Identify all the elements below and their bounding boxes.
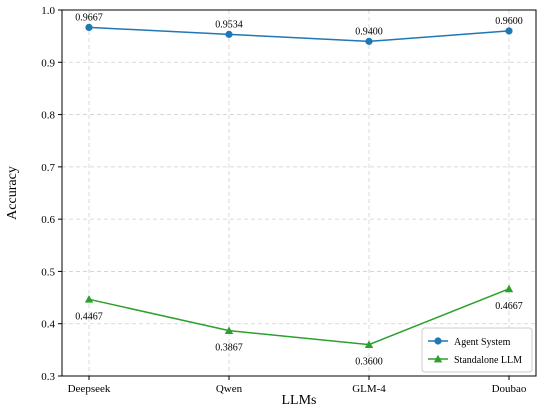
agent-system-data-label: 0.9667 — [75, 12, 103, 23]
legend-box — [421, 327, 533, 373]
agent-system-data-label: 0.9534 — [215, 19, 243, 30]
x-axis-title: LLMs — [282, 393, 317, 408]
x-tick-label: Qwen — [216, 383, 243, 395]
x-tick-label: GLM-4 — [352, 383, 386, 395]
y-tick-label: 1.0 — [41, 5, 55, 17]
standalone-llm-data-label: 0.3600 — [355, 357, 383, 368]
standalone-llm-data-label: 0.4667 — [495, 301, 523, 312]
y-tick-label: 0.7 — [41, 162, 55, 174]
agent-system-point — [505, 27, 513, 35]
series — [84, 23, 514, 348]
x-tick-label: Doubao — [492, 383, 527, 395]
standalone-llm-data-label: 0.4467 — [75, 311, 103, 322]
axes: 0.3 0.4 0.5 0.6 0.7 0.8 0.9 1.0 Deepseek Qwen GLM-… — [41, 5, 527, 395]
legend: Agent System Standalone LLM — [421, 327, 533, 373]
agent-system-point — [85, 23, 93, 32]
agent-system-point — [225, 30, 233, 38]
standalone-llm-legend-marker — [433, 354, 443, 363]
agent-system-data-label: 0.9400 — [355, 26, 383, 37]
plot-frame — [61, 9, 537, 377]
agent-system-legend-marker — [434, 337, 442, 345]
agent-system-point — [365, 37, 373, 45]
standalone-llm-point — [504, 284, 514, 293]
standalone-llm-data-label: 0.3867 — [215, 343, 243, 354]
y-axis-title: Accuracy — [5, 166, 20, 220]
agent-system-line — [88, 26, 510, 43]
y-tick-label: 0.4 — [41, 319, 55, 331]
standalone-llm-line — [88, 288, 510, 346]
agent-system-data-label: 0.9600 — [495, 16, 523, 27]
x-tick-label: Deepseek — [68, 383, 111, 395]
data-labels: 0.9667 0.9534 0.9400 0.9600 0.4467 0.3867 0.36… — [75, 12, 523, 367]
standalone-llm-point — [84, 295, 94, 303]
grid — [62, 9, 536, 377]
y-tick-label: 0.8 — [41, 110, 55, 122]
y-tick-label: 0.9 — [41, 57, 55, 69]
y-tick-label: 0.3 — [41, 371, 55, 383]
standalone-llm-legend-label: Standalone LLM — [454, 355, 522, 366]
y-tick-label: 0.5 — [41, 266, 55, 278]
standalone-llm-point — [364, 340, 374, 348]
agent-system-legend-label: Agent System — [454, 337, 511, 348]
standalone-llm-point — [224, 326, 234, 335]
y-tick-label: 0.6 — [41, 214, 55, 226]
